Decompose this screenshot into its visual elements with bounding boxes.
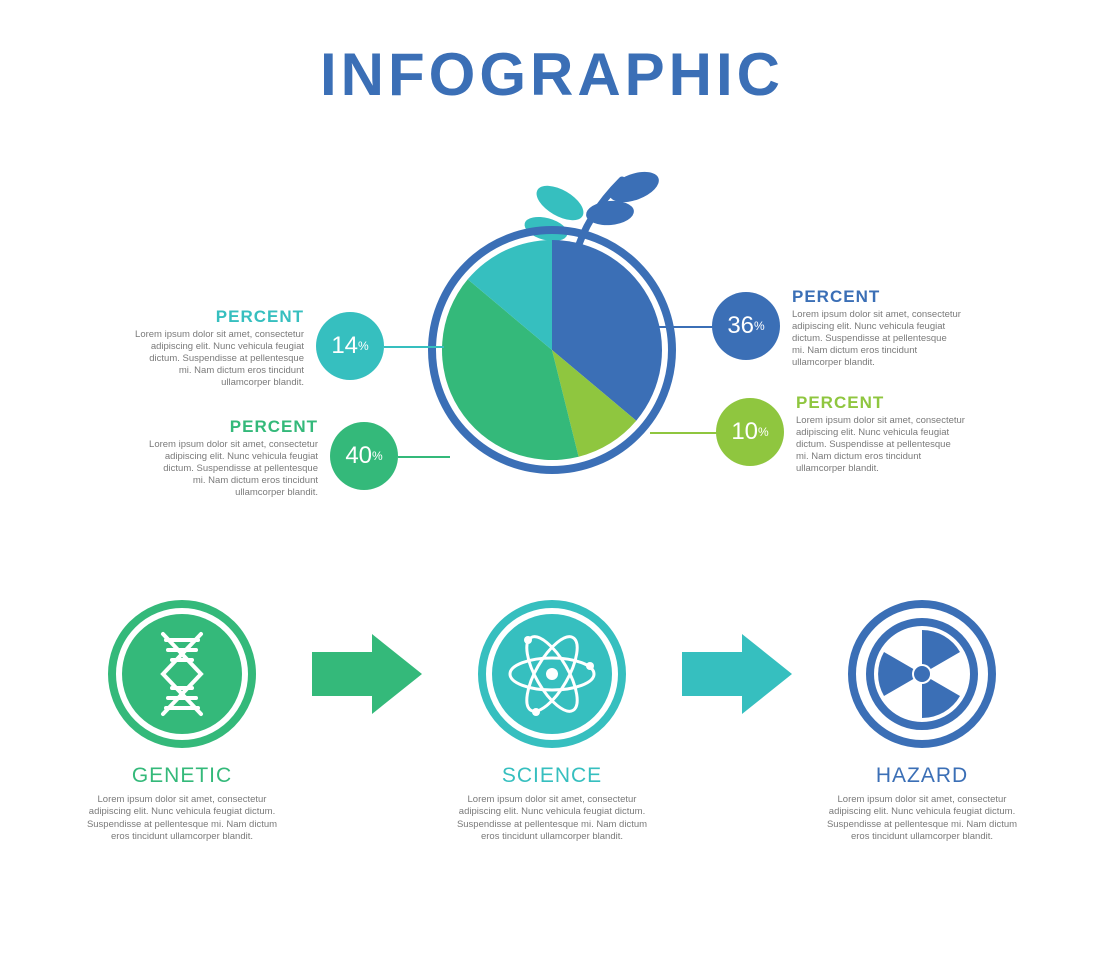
step-body: Lorem ipsum dolor sit amet, consectetur … [72, 794, 292, 843]
connector-c40 [398, 456, 450, 458]
callout-heading: PERCENT [792, 286, 962, 307]
callout-c36: 36%PERCENTLorem ipsum dolor sit amet, co… [712, 292, 780, 360]
callout-body: Lorem ipsum dolor sit amet, consectetur … [148, 439, 318, 498]
step-body: Lorem ipsum dolor sit amet, consectetur … [442, 794, 662, 843]
callout-c14: 14%PERCENTLorem ipsum dolor sit amet, co… [316, 312, 384, 380]
step-hazard: HAZARD Lorem ipsum dolor sit amet, conse… [812, 600, 1032, 843]
step-label: HAZARD [812, 764, 1032, 788]
callout-c40: 40%PERCENTLorem ipsum dolor sit amet, co… [330, 422, 398, 490]
callout-text: PERCENTLorem ipsum dolor sit amet, conse… [796, 392, 966, 475]
callout-heading: PERCENT [148, 416, 318, 437]
percent-bubble: 10% [716, 398, 784, 466]
percent-bubble: 14% [316, 312, 384, 380]
callout-text: PERCENTLorem ipsum dolor sit amet, conse… [792, 286, 962, 369]
callout-text: PERCENTLorem ipsum dolor sit amet, conse… [148, 416, 318, 499]
callout-body: Lorem ipsum dolor sit amet, consectetur … [134, 329, 304, 388]
connector-c14 [384, 346, 444, 348]
step-genetic: GENETIC Lorem ipsum dolor sit amet, cons… [72, 600, 292, 843]
callout-body: Lorem ipsum dolor sit amet, consectetur … [792, 309, 962, 368]
step-label: SCIENCE [442, 764, 662, 788]
step-body: Lorem ipsum dolor sit amet, consectetur … [812, 794, 1032, 843]
process-row: GENETIC Lorem ipsum dolor sit amet, cons… [0, 600, 1104, 940]
dna-icon [108, 600, 256, 748]
page-title: INFOGRAPHIC [0, 40, 1104, 109]
step-science: SCIENCE Lorem ipsum dolor sit amet, cons… [442, 600, 662, 843]
callout-c10: 10%PERCENTLorem ipsum dolor sit amet, co… [716, 398, 784, 466]
step-label: GENETIC [72, 764, 292, 788]
connector-c10 [650, 432, 718, 434]
callout-body: Lorem ipsum dolor sit amet, consectetur … [796, 415, 966, 474]
connector-c36 [652, 326, 716, 328]
hazard-icon [848, 600, 996, 748]
pie-chart-area: 14%PERCENTLorem ipsum dolor sit amet, co… [0, 120, 1104, 560]
callout-text: PERCENTLorem ipsum dolor sit amet, conse… [134, 306, 304, 389]
callout-heading: PERCENT [134, 306, 304, 327]
percent-bubble: 40% [330, 422, 398, 490]
atom-icon [478, 600, 626, 748]
percent-bubble: 36% [712, 292, 780, 360]
pie-chart [422, 220, 682, 480]
arrow-2 [682, 600, 792, 748]
arrow-1 [312, 600, 422, 748]
callout-heading: PERCENT [796, 392, 966, 413]
